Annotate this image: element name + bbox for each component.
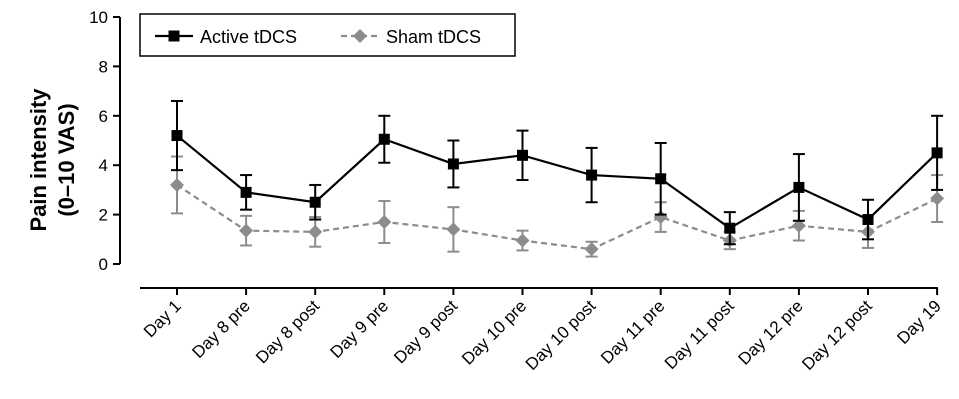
x-tick-label: Day 19	[893, 296, 945, 348]
x-tick-label: Day 12 pre	[734, 296, 806, 368]
series-sham	[170, 155, 945, 258]
y-axis-label: Pain intensity (0–10 VAS)	[26, 88, 79, 232]
data-point	[862, 214, 874, 226]
x-tick-label: Day 1	[140, 296, 185, 341]
data-point	[517, 149, 528, 161]
x-tick-label: Day 8 pre	[188, 296, 254, 362]
x-tick-label: Day 11 post	[661, 296, 738, 373]
legend: Active tDCS Sham tDCS	[139, 13, 516, 57]
y-tick-label: 4	[99, 156, 108, 175]
data-point	[239, 223, 254, 238]
data-point	[584, 242, 599, 257]
data-point	[586, 169, 598, 181]
y-tick-label: 10	[89, 8, 108, 27]
x-tick-label: Day 8 post	[252, 296, 323, 367]
data-point	[791, 218, 806, 233]
series-active	[171, 99, 944, 246]
y-tick-label: 2	[99, 206, 108, 225]
series-line	[176, 184, 938, 251]
data-point	[378, 133, 390, 145]
data-point	[446, 222, 461, 237]
data-point	[653, 210, 668, 225]
x-tick-label: Day 12 post	[798, 296, 876, 374]
data-point	[724, 222, 736, 234]
legend-label-sham: Sham tDCS	[386, 27, 481, 47]
y-axis-label-line2: (0–10 VAS)	[54, 103, 79, 216]
y-tick-label: 8	[99, 57, 108, 76]
y-axis-label-line1: Pain intensity	[26, 88, 51, 232]
data-point	[240, 186, 252, 198]
data-point	[447, 158, 459, 170]
data-point	[171, 130, 183, 142]
data-point	[793, 181, 805, 193]
x-tick-label: Day 9 post	[390, 296, 461, 367]
legend-label-active: Active tDCS	[200, 27, 297, 47]
series-line	[176, 134, 938, 230]
y-tick-label: 6	[99, 107, 108, 126]
legend-marker-active	[168, 30, 180, 42]
data-point	[309, 196, 321, 208]
x-tick-label: Day 9 pre	[327, 296, 393, 362]
data-point	[655, 173, 667, 185]
series-layer	[170, 99, 945, 258]
x-tick-label: Day 10 post	[522, 296, 600, 374]
data-point	[377, 215, 392, 230]
data-point	[170, 177, 184, 192]
data-point	[515, 233, 530, 248]
legend-marker-sham	[353, 29, 367, 43]
data-point	[931, 147, 943, 159]
legend-box	[139, 13, 516, 57]
x-tick-label: Day 10 pre	[458, 296, 530, 368]
data-point	[930, 191, 945, 206]
y-tick-label: 0	[99, 255, 108, 274]
data-point	[308, 224, 323, 239]
x-tick-label: Day 11 pre	[597, 296, 668, 367]
